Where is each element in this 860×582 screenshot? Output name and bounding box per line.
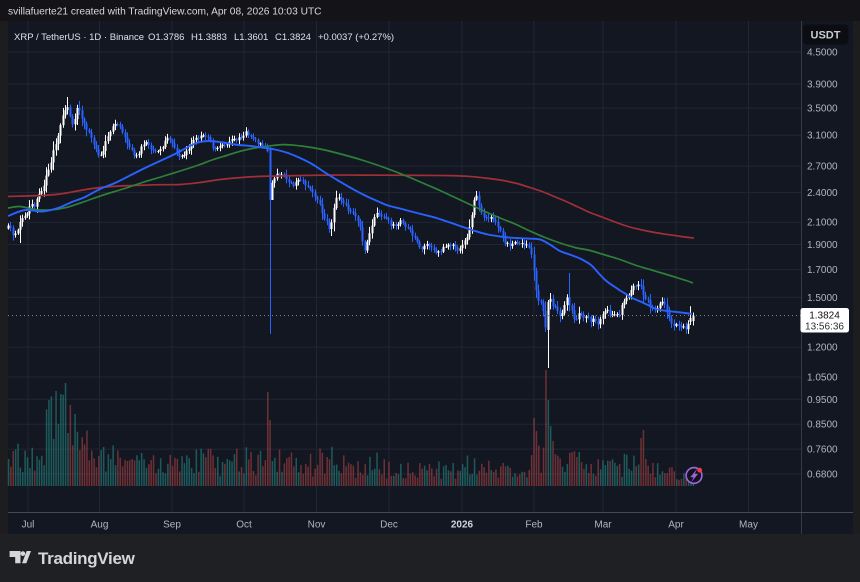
- svg-text:Dec: Dec: [380, 520, 398, 531]
- svg-text:Aug: Aug: [91, 520, 109, 531]
- svg-text:XRP / TetherUS · 1D · Binance: XRP / TetherUS · 1D · Binance: [14, 32, 144, 43]
- svg-text:0.6800: 0.6800: [807, 470, 838, 481]
- svg-text:O1.3786: O1.3786: [148, 32, 184, 43]
- svg-text:Mar: Mar: [594, 520, 612, 531]
- svg-text:3.9000: 3.9000: [807, 80, 838, 91]
- svg-text:Jul: Jul: [22, 520, 35, 531]
- svg-text:Nov: Nov: [308, 520, 326, 531]
- svg-text:May: May: [739, 520, 758, 531]
- svg-text:0.8500: 0.8500: [807, 420, 838, 431]
- svg-text:TradingView: TradingView: [38, 549, 136, 568]
- svg-text:4.5000: 4.5000: [807, 48, 838, 59]
- svg-text:3.1000: 3.1000: [807, 131, 838, 142]
- svg-text:USDT: USDT: [811, 30, 841, 42]
- svg-text:2026: 2026: [451, 520, 474, 531]
- svg-text:1.0500: 1.0500: [807, 373, 838, 384]
- svg-text:0.7600: 0.7600: [807, 445, 838, 456]
- svg-text:H1.3883: H1.3883: [191, 32, 227, 43]
- svg-text:2.4000: 2.4000: [807, 188, 838, 199]
- svg-text:1.7000: 1.7000: [807, 265, 838, 276]
- svg-text:13:56:36: 13:56:36: [805, 322, 844, 333]
- svg-text:Apr: Apr: [668, 520, 684, 531]
- svg-text:0.9500: 0.9500: [807, 395, 838, 406]
- svg-text:Oct: Oct: [236, 520, 252, 531]
- svg-text:+0.0037 (+0.27%): +0.0037 (+0.27%): [318, 32, 394, 43]
- svg-text:2.1000: 2.1000: [807, 218, 838, 229]
- svg-text:2.7000: 2.7000: [807, 162, 838, 173]
- svg-text:1.5000: 1.5000: [807, 293, 838, 304]
- svg-text:1.9000: 1.9000: [807, 240, 838, 251]
- svg-text:C1.3824: C1.3824: [275, 32, 311, 43]
- svg-text:1.3824: 1.3824: [809, 311, 840, 322]
- svg-text:3.5000: 3.5000: [807, 104, 838, 115]
- svg-text:Feb: Feb: [525, 520, 543, 531]
- svg-text:1.2000: 1.2000: [807, 343, 838, 354]
- svg-text:svillafuerte21 created with Tr: svillafuerte21 created with TradingView.…: [8, 7, 322, 18]
- svg-text:Sep: Sep: [163, 520, 181, 531]
- svg-text:L1.3601: L1.3601: [234, 32, 268, 43]
